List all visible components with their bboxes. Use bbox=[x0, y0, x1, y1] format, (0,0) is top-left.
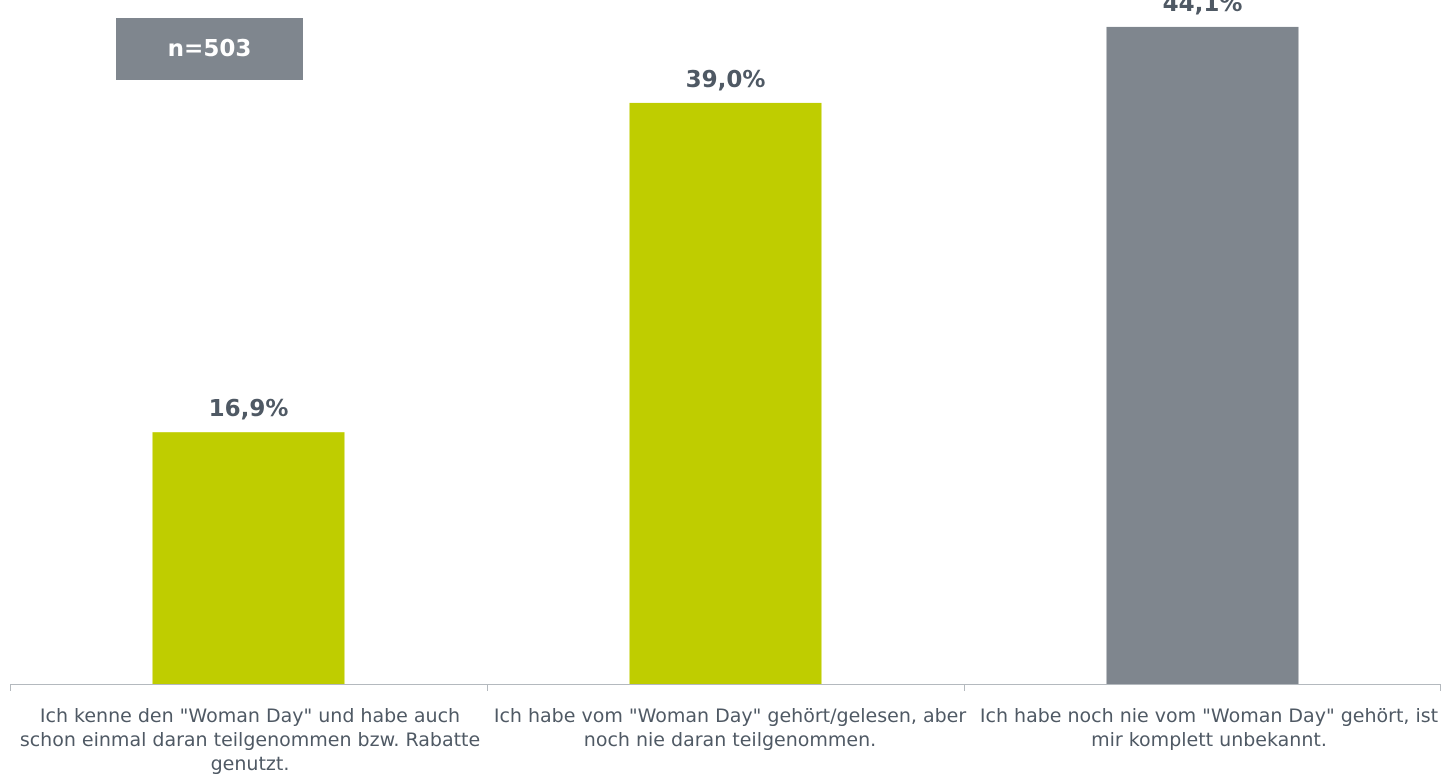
bar bbox=[1106, 26, 1299, 684]
bar bbox=[629, 102, 822, 684]
bar-value-label: 44,1% bbox=[1163, 0, 1243, 17]
x-axis-category-label: Ich habe vom "Woman Day" gehört/gelesen,… bbox=[493, 705, 967, 751]
x-axis-category-label: Ich kenne den "Woman Day" und habe auch … bbox=[19, 705, 481, 775]
x-axis-category-label: Ich habe noch nie vom "Woman Day" gehört… bbox=[979, 705, 1439, 751]
sample-size-badge: n=503 bbox=[116, 18, 303, 80]
bar-value-label: 16,9% bbox=[209, 396, 289, 422]
bar-value-label: 39,0% bbox=[686, 67, 766, 93]
bar bbox=[152, 432, 345, 684]
